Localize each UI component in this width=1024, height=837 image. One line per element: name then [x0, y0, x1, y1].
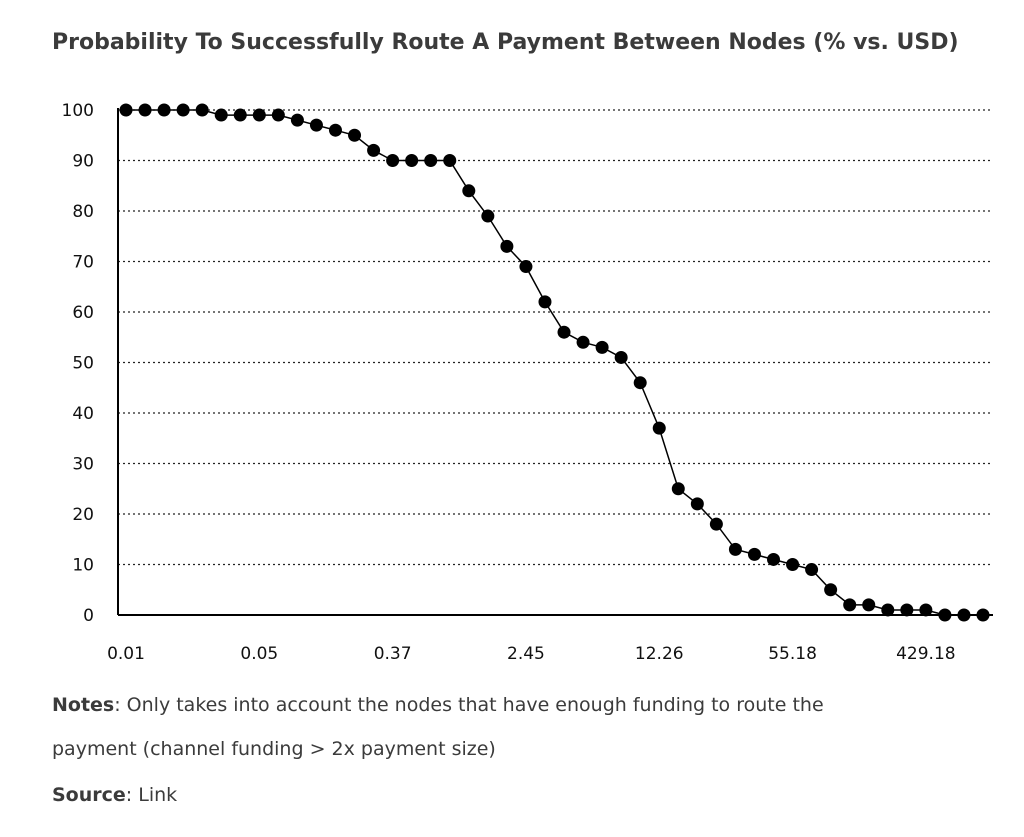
data-point [348, 128, 362, 142]
data-point [500, 239, 514, 253]
data-point [633, 376, 647, 390]
data-point [786, 558, 800, 571]
data-point [157, 103, 171, 117]
series-points [119, 103, 990, 622]
y-tick-label: 40 [72, 404, 94, 424]
data-point [405, 154, 419, 167]
x-tick-labels: 0.01 0.05 0.37 2.45 12.26 55.18 429.18 [107, 644, 956, 664]
notes-line-1: Notes: Only takes into account the nodes… [52, 694, 824, 716]
y-tick-labels: 0 10 20 30 40 50 60 70 80 90 100 [62, 101, 94, 626]
series-path [126, 109, 983, 616]
y-tick-label: 0 [83, 606, 94, 626]
data-point [119, 103, 133, 117]
data-point [862, 598, 876, 612]
source-text: : Link [125, 784, 178, 806]
data-point [824, 583, 838, 597]
data-point [386, 154, 400, 167]
grid-lines [118, 109, 993, 566]
x-tick-label: 0.05 [240, 644, 278, 664]
data-point [843, 598, 857, 612]
data-point [214, 108, 228, 122]
data-point [367, 143, 381, 157]
notes-line-2: payment (channel funding > 2x payment si… [52, 738, 496, 760]
y-tick-label: 30 [72, 455, 94, 475]
x-tick-label: 0.37 [374, 644, 412, 664]
data-point [728, 542, 742, 556]
data-point [690, 497, 704, 511]
data-point [709, 517, 723, 531]
axes [117, 108, 993, 616]
data-point [252, 108, 266, 122]
notes-text-1: : Only takes into account the nodes that… [114, 694, 824, 716]
y-tick-label: 50 [72, 354, 94, 374]
data-point [957, 608, 971, 622]
source-label: Source [52, 784, 126, 806]
x-tick-label: 0.01 [107, 644, 145, 664]
data-point [443, 154, 457, 167]
data-point [328, 123, 342, 137]
data-point [557, 325, 571, 339]
x-tick-label: 429.18 [896, 644, 955, 664]
data-point [671, 482, 685, 496]
data-point [290, 113, 304, 127]
data-point [747, 547, 761, 561]
series-line [126, 109, 983, 616]
data-point [424, 154, 438, 167]
notes-label: Notes [52, 694, 115, 716]
data-point [519, 260, 533, 274]
y-tick-label: 60 [72, 303, 94, 323]
data-point [919, 603, 933, 617]
data-point [614, 350, 628, 364]
data-point [138, 103, 152, 117]
data-point [538, 295, 552, 309]
data-point [767, 552, 781, 566]
data-point [462, 184, 476, 198]
x-tick-label: 55.18 [768, 644, 817, 664]
data-point [481, 209, 495, 223]
data-point [900, 603, 914, 617]
data-point [595, 340, 609, 354]
data-point [195, 103, 209, 117]
data-point [652, 421, 666, 435]
data-point [938, 608, 952, 622]
source-line: Source: Link [52, 784, 177, 806]
data-point [271, 108, 285, 122]
data-point [176, 103, 190, 117]
y-tick-label: 10 [72, 556, 94, 576]
data-point [309, 118, 323, 132]
y-tick-label: 100 [62, 101, 94, 121]
data-point [576, 335, 590, 349]
notes-text-2: payment (channel funding > 2x payment si… [52, 738, 496, 760]
data-point [881, 603, 895, 617]
data-point [976, 608, 990, 622]
x-tick-label: 12.26 [635, 644, 684, 664]
y-tick-label: 70 [72, 253, 94, 273]
chart-title: Probability To Successfully Route A Paym… [52, 30, 959, 55]
data-point [233, 108, 247, 122]
y-tick-label: 90 [72, 152, 94, 172]
data-point [805, 563, 819, 577]
x-tick-label: 2.45 [507, 644, 545, 664]
y-tick-label: 80 [72, 202, 94, 222]
y-tick-label: 20 [72, 505, 94, 525]
line-chart: 0 10 20 30 40 50 60 70 80 90 100 0.01 0.05 0.37 2.45 1… [62, 101, 993, 664]
